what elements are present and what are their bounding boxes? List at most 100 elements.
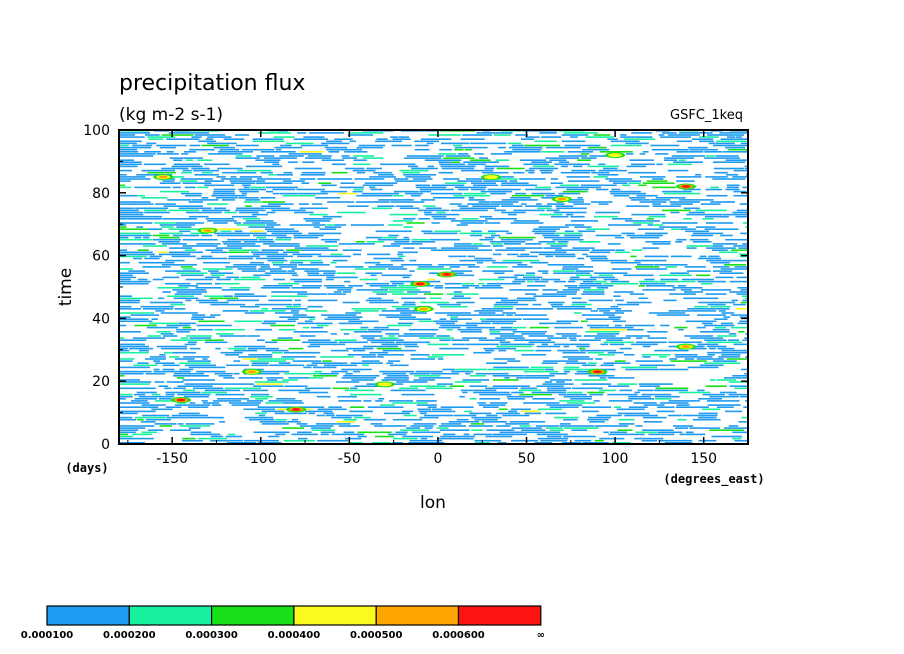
- precip-cell: [308, 232, 342, 235]
- precip-cell: [245, 220, 274, 222]
- precip-cell: [159, 224, 196, 226]
- precip-cell: [142, 245, 167, 247]
- precip-cell: [251, 362, 269, 364]
- precip-cell: [664, 159, 678, 161]
- precip-cell: [389, 289, 421, 291]
- precip-cell: [707, 354, 715, 356]
- precip-cell: [524, 205, 552, 207]
- precip-cell: [560, 171, 591, 174]
- precip-cell: [670, 272, 690, 274]
- precip-cell: [143, 163, 166, 166]
- precip-cell: [382, 236, 398, 239]
- precip-cell: [466, 326, 495, 329]
- precip-cell: [182, 379, 215, 381]
- precip-cell: [343, 333, 350, 335]
- precip-cell: [683, 188, 701, 191]
- precip-cell: [261, 249, 284, 251]
- precip-cell: [212, 192, 236, 195]
- precip-cell: [386, 324, 412, 327]
- precip-cell: [477, 402, 486, 404]
- precip-cell: [209, 297, 239, 300]
- precip-cell: [561, 199, 584, 201]
- precip-cell: [570, 339, 577, 341]
- precip-cell: [191, 167, 210, 170]
- precip-cell: [119, 272, 149, 274]
- precip-cell: [543, 360, 579, 362]
- precip-cell: [221, 178, 253, 180]
- precip-cell: [539, 132, 557, 134]
- precip-cell: [465, 322, 491, 325]
- precip-cell: [202, 402, 220, 404]
- precip-cell: [460, 138, 485, 140]
- precip-cell: [469, 142, 507, 145]
- precip-cell: [160, 190, 189, 193]
- precip-cell: [388, 268, 408, 270]
- precip-cell: [668, 310, 680, 312]
- precip-cell: [217, 167, 243, 170]
- precip-cell: [744, 372, 748, 375]
- precip-cell: [562, 266, 594, 268]
- precip-cell: [276, 174, 293, 176]
- precip-cell: [563, 366, 580, 369]
- y-tick-label: 0: [101, 437, 110, 453]
- precip-cell: [440, 165, 476, 168]
- precip-cell: [433, 320, 458, 323]
- precip-cell: [297, 322, 333, 325]
- precip-cell: [134, 186, 171, 189]
- precip-cell: [415, 370, 443, 373]
- hotspot-core: [176, 398, 186, 402]
- precip-cell: [163, 335, 178, 337]
- precip-cell: [258, 268, 282, 270]
- precip-cell: [147, 406, 159, 408]
- precip-cell: [322, 215, 342, 218]
- precip-cell: [439, 339, 451, 341]
- precip-cell: [119, 395, 133, 398]
- precip-cell: [319, 228, 337, 230]
- precip-cell: [462, 337, 487, 339]
- precip-cell: [326, 287, 353, 289]
- precip-cell: [334, 224, 347, 226]
- precip-cell: [570, 276, 580, 279]
- precip-cell: [473, 433, 493, 436]
- precip-cell: [141, 197, 168, 199]
- precip-cell: [512, 148, 542, 151]
- precip-cell: [701, 289, 732, 291]
- precip-cell: [561, 134, 589, 136]
- precip-cell: [598, 274, 613, 277]
- precip-cell: [233, 372, 240, 375]
- precip-cell: [119, 431, 136, 434]
- precip-cell: [288, 377, 310, 379]
- precip-cell: [733, 194, 748, 197]
- precip-cell: [723, 316, 731, 318]
- precip-cell: [446, 314, 480, 316]
- precip-cell: [710, 201, 735, 203]
- precip-cell: [673, 425, 694, 427]
- precip-cell: [471, 416, 502, 419]
- precip-cell: [201, 171, 213, 174]
- precip-cell: [213, 190, 235, 193]
- precip-cell: [511, 194, 545, 197]
- precip-cell: [448, 255, 467, 258]
- precip-cell: [484, 167, 495, 170]
- precip-cell: [555, 186, 580, 189]
- precip-cell: [169, 356, 180, 358]
- precip-cell: [676, 140, 693, 143]
- precip-cell: [192, 314, 206, 316]
- precip-cell: [489, 328, 517, 331]
- precip-cell: [157, 153, 179, 155]
- precip-cell: [705, 385, 727, 387]
- precip-cell: [740, 368, 748, 371]
- precip-cell: [343, 418, 357, 421]
- precip-cell: [119, 165, 138, 168]
- precip-cell: [695, 174, 702, 176]
- precip-cell: [576, 274, 593, 277]
- precip-cell: [513, 209, 545, 212]
- precip-cell: [492, 375, 524, 377]
- precip-cell: [353, 163, 371, 166]
- precip-cell: [431, 249, 464, 251]
- precip-cell: [493, 379, 519, 381]
- precip-cell: [429, 272, 439, 274]
- precip-cell: [546, 243, 568, 245]
- precip-cell: [379, 337, 399, 339]
- precip-cell: [311, 362, 348, 364]
